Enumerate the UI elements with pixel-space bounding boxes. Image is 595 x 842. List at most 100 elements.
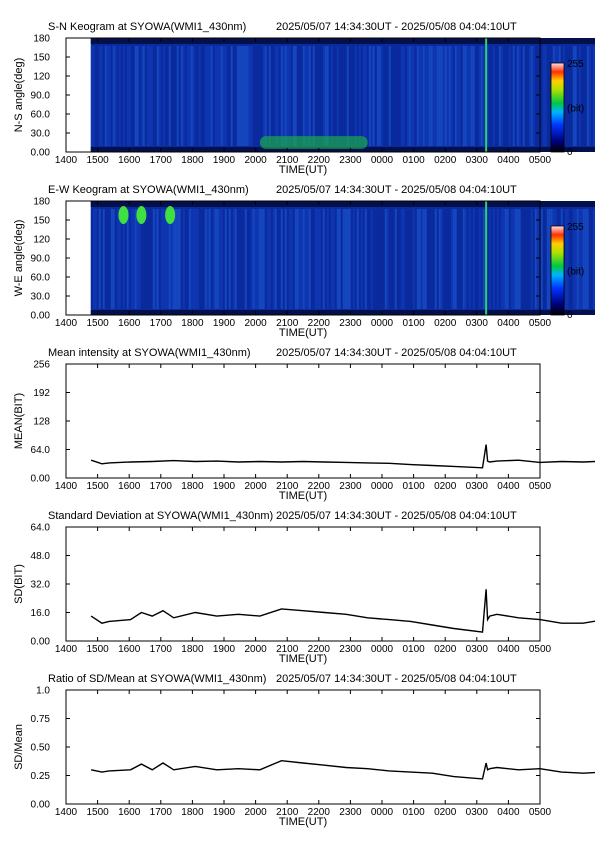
keogram-streak: [108, 209, 111, 309]
keogram-streak: [520, 46, 523, 146]
keogram-streak: [384, 46, 387, 146]
keogram-streak: [366, 46, 369, 146]
x-tick-label: 0200: [434, 318, 457, 329]
keogram-streak: [338, 46, 341, 146]
keogram-streak: [530, 46, 533, 146]
keogram-streak: [378, 46, 381, 146]
keogram-streak: [488, 46, 491, 146]
keogram-streak: [96, 209, 99, 309]
keogram-streak: [504, 209, 507, 309]
keogram-streak: [154, 46, 157, 146]
keogram-streak: [444, 46, 447, 146]
keogram-streak: [462, 209, 465, 309]
keogram-streak: [582, 46, 585, 146]
keogram-streak: [268, 46, 271, 146]
keogram-streak: [498, 209, 501, 309]
time-range: 2025/05/07 14:34:30UT - 2025/05/08 04:04…: [276, 184, 517, 196]
keogram-streak: [250, 46, 253, 146]
x-tick-label: 1800: [181, 481, 204, 492]
keogram-streak: [372, 46, 375, 146]
x-tick-label: 1400: [55, 318, 78, 329]
keogram-streak: [492, 209, 495, 309]
keogram-streak: [520, 209, 523, 309]
x-tick-label: 0100: [402, 155, 425, 166]
keogram-streak: [458, 46, 461, 146]
keogram-streak: [498, 46, 501, 146]
x-tick-label: 0200: [434, 644, 457, 655]
keogram-streak: [262, 209, 265, 309]
keogram-streak: [546, 209, 549, 309]
keogram-streak: [152, 209, 155, 309]
keogram-streak: [494, 209, 497, 309]
y-tick-label: 48.0: [31, 551, 51, 562]
time-range: 2025/05/07 14:34:30UT - 2025/05/08 04:04…: [276, 21, 517, 33]
y-tick-label: 128: [33, 417, 50, 428]
keogram-streak: [294, 209, 297, 309]
keogram-streak: [486, 209, 489, 309]
keogram-streak: [490, 46, 493, 146]
keogram-streak: [504, 46, 507, 146]
keogram-streak: [158, 46, 161, 146]
keogram-streak: [180, 46, 183, 146]
x-tick-label: 1400: [55, 155, 78, 166]
keogram-streak: [274, 46, 277, 146]
keogram-streak: [188, 46, 191, 146]
keogram-streak: [354, 209, 357, 309]
keogram-streak: [528, 46, 531, 146]
keogram-streak: [358, 209, 361, 309]
x-tick-label: 2100: [276, 644, 299, 655]
x-tick-label: 0300: [466, 155, 489, 166]
x-tick-label: 0100: [402, 481, 425, 492]
keogram-streak: [414, 209, 417, 309]
keogram-streak: [286, 209, 289, 309]
keogram-streak: [302, 209, 305, 309]
keogram-streak: [444, 209, 447, 309]
colorbar-max-label: 255: [567, 59, 584, 70]
keogram-streak: [336, 209, 339, 309]
y-tick-label: 180: [33, 34, 50, 45]
keogram-streak: [478, 209, 481, 309]
keogram-streak: [118, 209, 121, 309]
keogram-streak: [532, 46, 535, 146]
chart-title: Mean intensity at SYOWA(WMI1_430nm): [48, 347, 251, 359]
x-tick-label: 2300: [339, 318, 362, 329]
keogram-streak: [290, 209, 293, 309]
keogram-streak: [548, 209, 551, 309]
keogram-streak: [214, 209, 217, 309]
x-tick-label: 0200: [434, 155, 457, 166]
keogram-streak: [216, 46, 219, 146]
y-tick-label: 30.0: [31, 129, 51, 140]
x-tick-label: 2200: [308, 481, 331, 492]
x-tick-label: 2100: [276, 481, 299, 492]
keogram-streak: [288, 46, 291, 146]
keogram-streak: [352, 209, 355, 309]
keogram-streak: [326, 209, 329, 309]
keogram-streak: [190, 209, 193, 309]
y-tick-label: 0.00: [31, 311, 51, 322]
keogram-streak: [92, 46, 95, 146]
keogram-streak: [316, 209, 319, 309]
keogram-streak: [252, 209, 255, 309]
keogram-streak: [184, 46, 187, 146]
keogram-streak: [102, 209, 105, 309]
keogram-streak: [226, 209, 229, 309]
plot-frame: [65, 689, 541, 805]
y-tick-label: 0.25: [31, 771, 51, 782]
keogram-streak: [296, 209, 299, 309]
keogram-streak: [348, 46, 351, 146]
keogram-streak: [364, 46, 367, 146]
keogram-streak: [308, 209, 311, 309]
x-tick-label: 0400: [497, 644, 520, 655]
keogram-streak: [284, 46, 287, 146]
keogram-streak: [334, 46, 337, 146]
keogram-streak: [222, 46, 225, 146]
keogram-streak: [222, 209, 225, 309]
keogram-streak: [236, 209, 239, 309]
keogram-streak: [348, 209, 351, 309]
y-tick-label: 256: [33, 360, 50, 371]
x-tick-label: 0300: [466, 481, 489, 492]
keogram-streak: [544, 209, 547, 309]
x-tick-label: 0300: [466, 318, 489, 329]
keogram-streak: [420, 209, 423, 309]
keogram-streak: [522, 209, 525, 309]
